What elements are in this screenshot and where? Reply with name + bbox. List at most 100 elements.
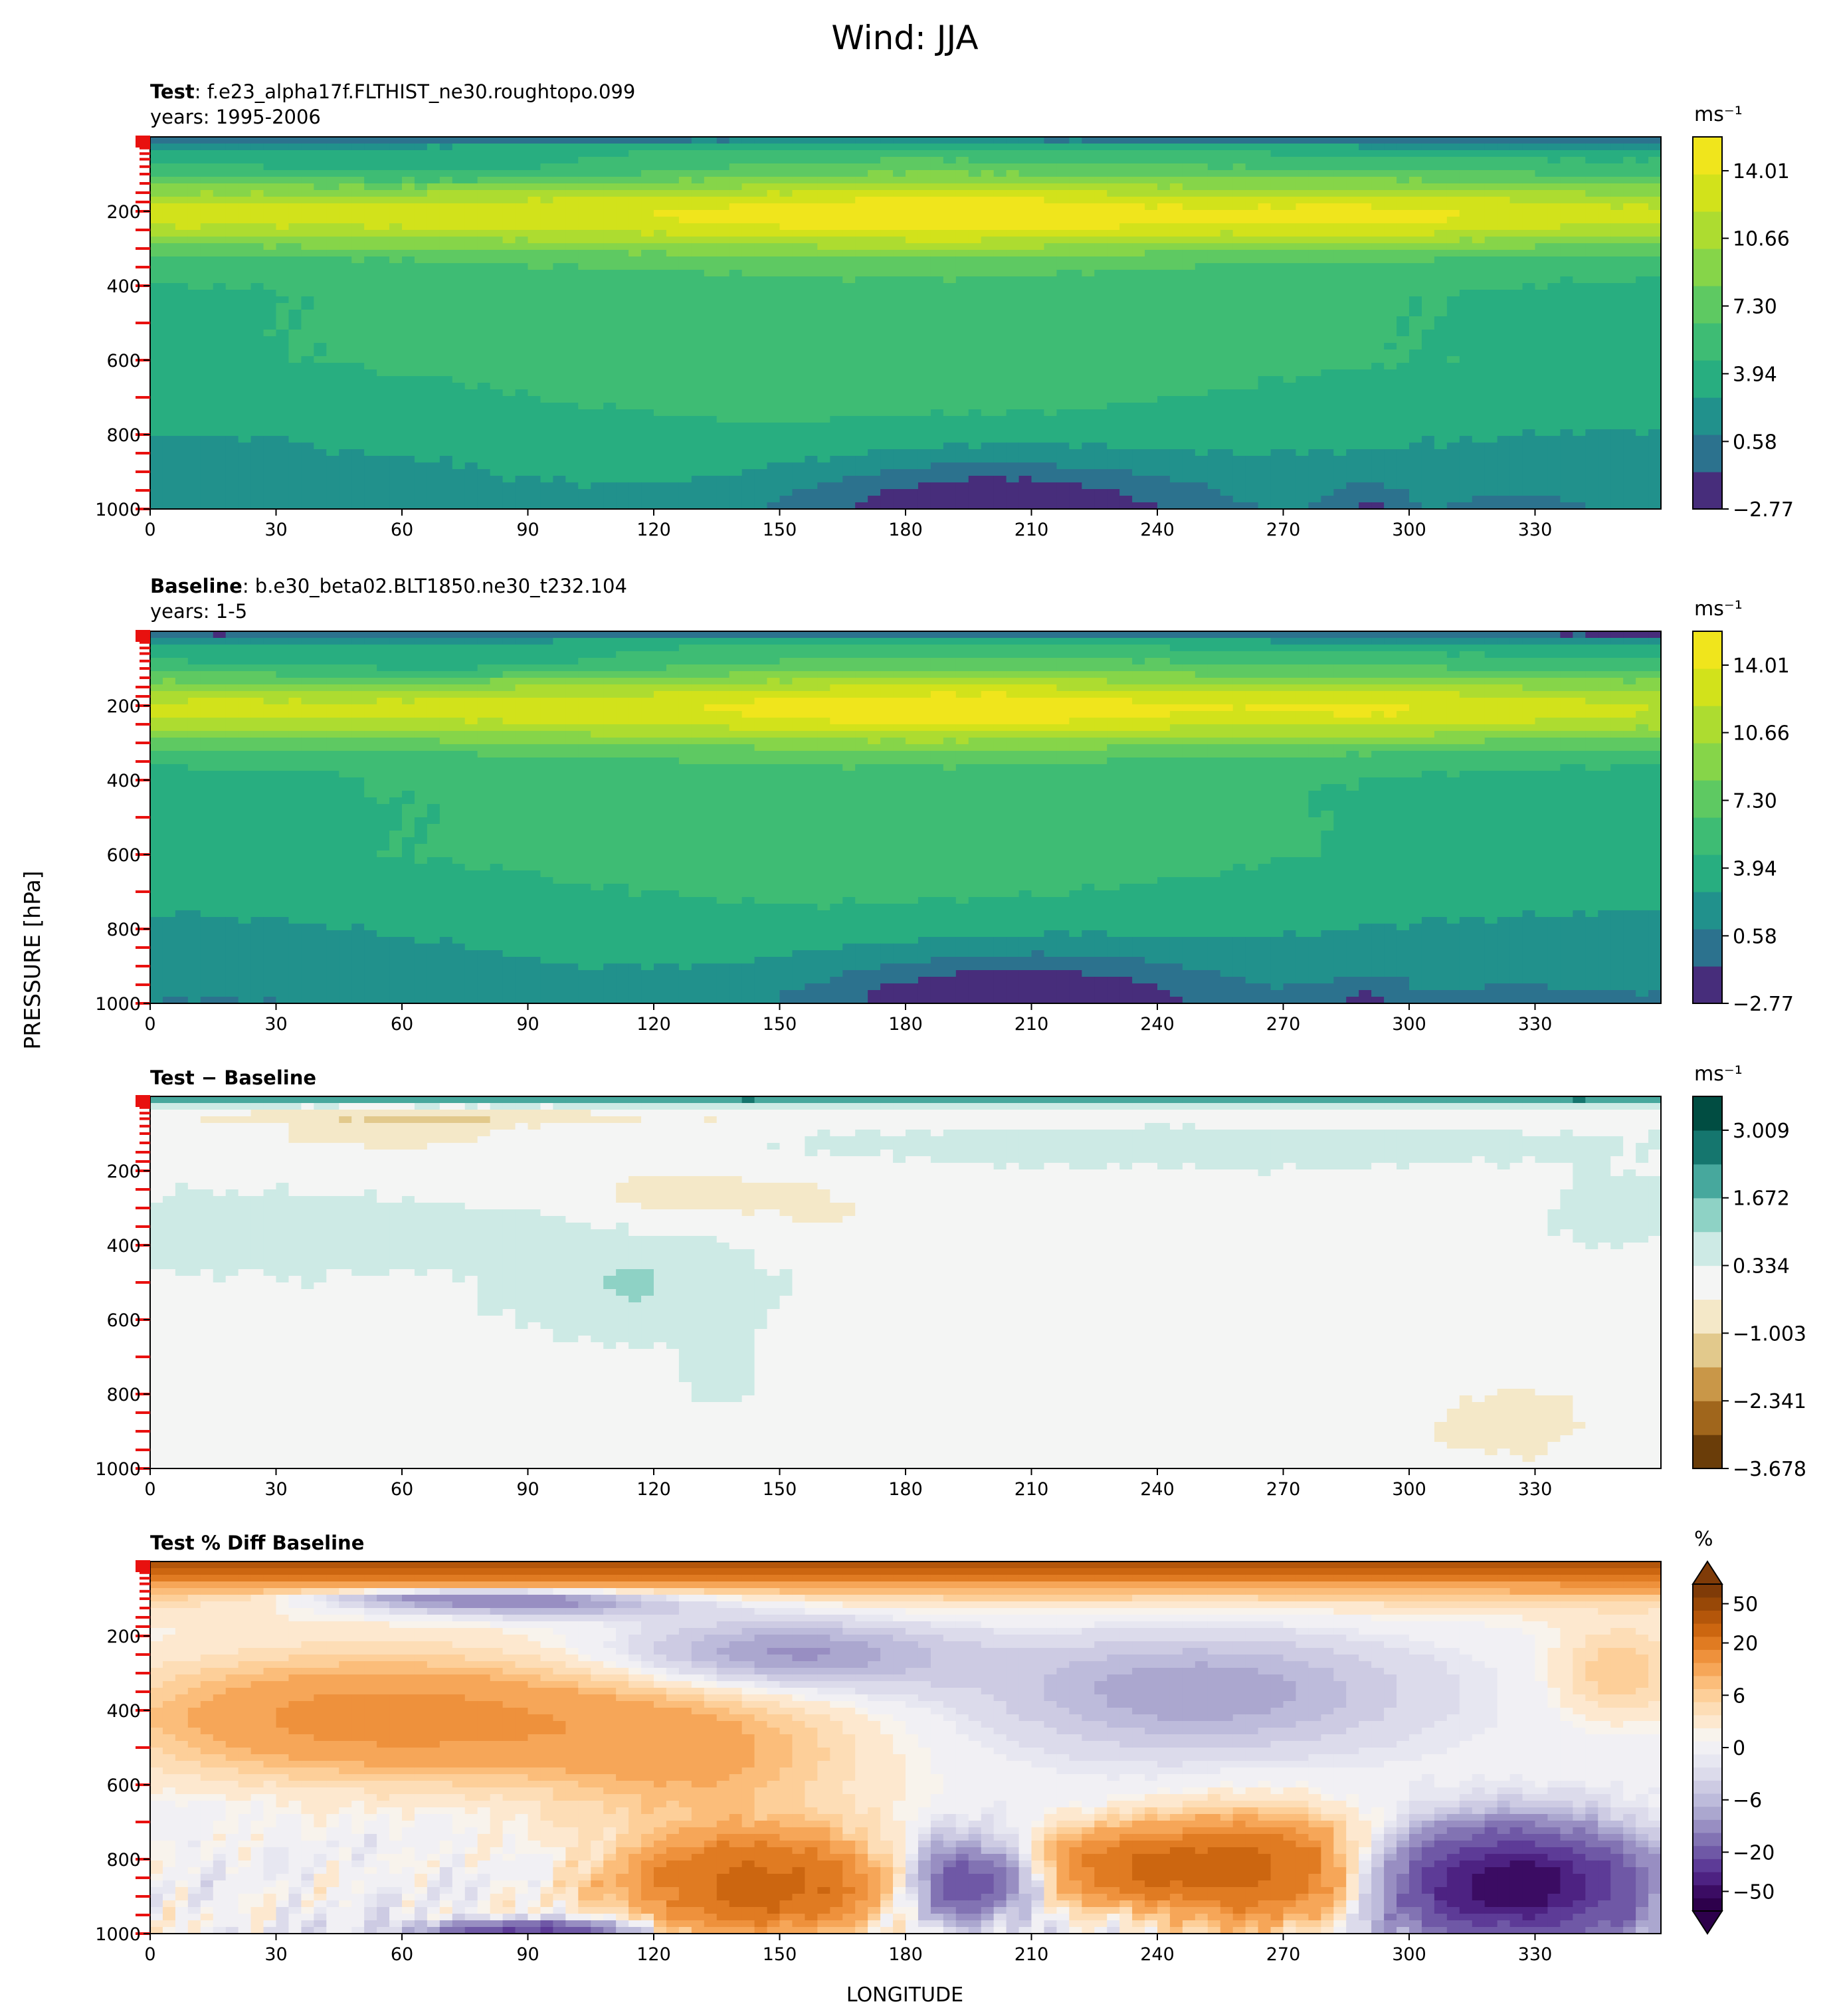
field-cell — [1573, 310, 1586, 317]
field-cell — [717, 323, 730, 330]
field-cell — [188, 157, 201, 164]
field-cell — [1308, 157, 1321, 164]
field-cell — [842, 350, 856, 357]
field-cell — [1170, 230, 1183, 237]
field-cell — [1258, 356, 1272, 363]
field-cell — [1032, 177, 1045, 184]
field-cell — [1284, 250, 1297, 257]
field-cell — [1535, 157, 1549, 164]
field-cell — [1271, 396, 1284, 403]
field-cell — [301, 190, 314, 197]
field-cell — [301, 197, 314, 204]
field-cell — [415, 230, 428, 237]
field-cell — [1107, 343, 1120, 350]
field-cell — [264, 170, 277, 177]
field-cell — [1019, 290, 1032, 297]
field-cell — [264, 270, 277, 277]
field-cell — [1145, 403, 1158, 410]
field-cell — [150, 409, 163, 417]
field-cell — [301, 296, 314, 304]
field-cell — [1359, 330, 1372, 337]
field-cell — [792, 197, 805, 204]
field-cell — [578, 396, 591, 403]
field-cell — [1107, 396, 1120, 403]
field-cell — [969, 296, 982, 304]
field-cell — [201, 197, 214, 204]
field-cell — [288, 256, 302, 264]
field-cell — [755, 376, 768, 383]
field-cell — [1044, 356, 1057, 363]
field-cell — [239, 223, 252, 231]
field-cell — [1422, 356, 1435, 363]
field-cell — [364, 396, 377, 403]
field-cell — [540, 163, 553, 171]
field-cell — [264, 363, 277, 370]
field-cell — [1220, 323, 1234, 330]
field-cell — [1007, 170, 1020, 177]
field-cell — [1082, 350, 1095, 357]
field-cell — [1170, 323, 1183, 330]
field-cell — [1573, 343, 1586, 350]
field-cell — [1547, 343, 1561, 350]
field-cell — [351, 144, 365, 151]
field-cell — [201, 230, 214, 237]
field-cell — [1044, 296, 1057, 304]
field-cell — [780, 409, 793, 417]
field-cell — [377, 263, 390, 270]
field-cell — [1523, 170, 1536, 177]
field-cell — [201, 203, 214, 211]
field-cell — [906, 137, 919, 144]
field-cell — [1195, 389, 1208, 397]
field-cell — [1183, 323, 1196, 330]
field-cell — [830, 243, 843, 251]
field-cell — [918, 389, 931, 397]
field-cell — [503, 183, 516, 191]
field-cell — [389, 323, 403, 330]
field-cell — [1333, 376, 1347, 383]
field-cell — [1422, 330, 1435, 337]
field-cell — [780, 237, 793, 244]
field-cell — [679, 336, 692, 344]
field-cell — [792, 323, 805, 330]
field-cell — [1333, 330, 1347, 337]
field-cell — [1560, 250, 1573, 257]
field-cell — [1497, 163, 1511, 171]
field-cell — [1623, 197, 1636, 204]
field-cell — [339, 389, 352, 397]
field-cell — [452, 230, 466, 237]
field-cell — [276, 283, 290, 290]
field-cell — [503, 363, 516, 370]
field-cell — [326, 396, 339, 403]
field-cell — [1371, 343, 1385, 350]
field-cell — [1434, 283, 1448, 290]
field-cell — [1523, 356, 1536, 363]
field-cell — [213, 290, 227, 297]
field-cell — [1648, 270, 1662, 277]
field-cell — [1145, 150, 1158, 157]
field-cell — [943, 376, 957, 383]
field-cell — [1447, 197, 1460, 204]
field-cell — [1371, 403, 1385, 410]
field-cell — [540, 330, 553, 337]
field-cell — [1132, 197, 1145, 204]
field-cell — [830, 336, 843, 344]
field-cell — [1056, 230, 1070, 237]
field-cell — [906, 150, 919, 157]
field-cell — [1472, 303, 1486, 310]
field-cell — [326, 283, 339, 290]
field-cell — [1497, 190, 1511, 197]
figure-y-axis-label: PRESSURE [hPa] — [19, 870, 45, 1049]
field-cell — [842, 177, 856, 184]
field-cell — [1195, 217, 1208, 224]
field-cell — [654, 316, 667, 324]
field-cell — [1497, 217, 1511, 224]
field-cell — [1359, 403, 1372, 410]
field-cell — [1384, 177, 1397, 184]
field-cell — [780, 163, 793, 171]
field-cell — [755, 389, 768, 397]
field-cell — [641, 376, 654, 383]
field-cell — [994, 376, 1007, 383]
field-cell — [1585, 350, 1598, 357]
field-cell — [1560, 343, 1573, 350]
field-cell — [452, 243, 466, 251]
